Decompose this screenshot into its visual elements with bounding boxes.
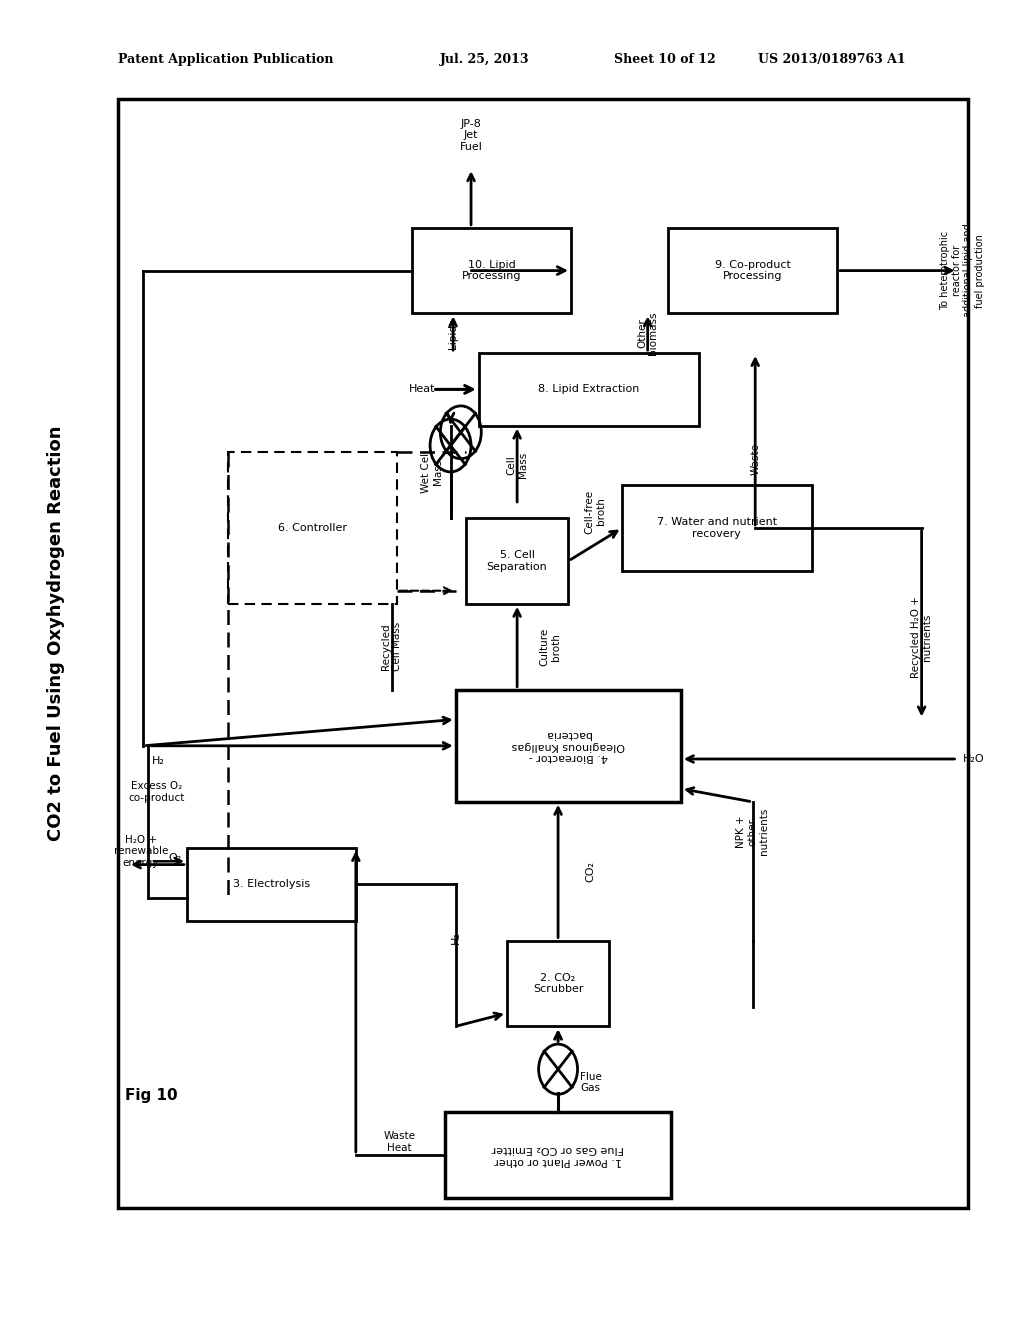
Bar: [227, 451, 396, 605]
Text: H₂: H₂: [153, 755, 165, 766]
Text: US 2013/0189763 A1: US 2013/0189763 A1: [758, 53, 905, 66]
Text: 5. Cell
Separation: 5. Cell Separation: [486, 550, 548, 572]
Text: 1. Power Plant or other
Flue Gas or CO₂ Emitter: 1. Power Plant or other Flue Gas or CO₂ …: [492, 1144, 625, 1166]
Text: H₂O: H₂O: [963, 754, 984, 764]
Text: Cell
Mass: Cell Mass: [506, 453, 528, 478]
Text: 2. CO₂
Scrubber: 2. CO₂ Scrubber: [532, 973, 584, 994]
Text: Cell-free
broth: Cell-free broth: [585, 490, 606, 533]
Bar: [507, 940, 609, 1027]
Text: Patent Application Publication: Patent Application Publication: [118, 53, 333, 66]
Bar: [466, 519, 568, 605]
Text: Recycled H₂O +
nutrients: Recycled H₂O + nutrients: [910, 595, 933, 678]
Bar: [186, 849, 356, 921]
Text: Fig 10: Fig 10: [125, 1088, 178, 1104]
Text: Excess O₂
co-product: Excess O₂ co-product: [128, 781, 184, 803]
Text: 6. Controller: 6. Controller: [278, 523, 347, 533]
Bar: [412, 227, 571, 313]
Text: Recycled
Cell Mass: Recycled Cell Mass: [381, 622, 402, 672]
Text: 8. Lipid Extraction: 8. Lipid Extraction: [539, 384, 639, 395]
Text: Heat: Heat: [410, 384, 435, 395]
Text: Lipids: Lipids: [449, 318, 458, 348]
Text: Sheet 10 of 12: Sheet 10 of 12: [614, 53, 716, 66]
Text: NPK +
other
nutrients: NPK + other nutrients: [736, 808, 769, 855]
Text: Waste: Waste: [751, 442, 760, 475]
Text: Flue
Gas: Flue Gas: [580, 1072, 602, 1093]
Bar: [622, 484, 811, 570]
Bar: [456, 689, 681, 801]
Text: 10. Lipid
Processing: 10. Lipid Processing: [462, 260, 521, 281]
Text: Jul. 25, 2013: Jul. 25, 2013: [440, 53, 529, 66]
Bar: [478, 354, 698, 425]
Text: Culture
broth: Culture broth: [539, 628, 561, 665]
Text: JP-8
Jet
Fuel: JP-8 Jet Fuel: [460, 119, 482, 152]
Text: O₂: O₂: [168, 853, 181, 863]
Text: 4. Bioreactor -
Oleaginous Knallgas
bacteria: 4. Bioreactor - Oleaginous Knallgas bact…: [512, 729, 625, 763]
Text: To heterotrophic
reactor for
additional lipid and
fuel production: To heterotrophic reactor for additional …: [940, 223, 985, 318]
Bar: [118, 99, 968, 1208]
Text: Other
biomass: Other biomass: [637, 312, 658, 355]
Text: 3. Electrolysis: 3. Electrolysis: [232, 879, 310, 890]
Text: CO2 to Fuel Using Oxyhydrogen Reaction: CO2 to Fuel Using Oxyhydrogen Reaction: [47, 426, 66, 841]
Text: 9. Co-product
Processing: 9. Co-product Processing: [715, 260, 791, 281]
Text: Wet Cell
Mass: Wet Cell Mass: [421, 450, 443, 494]
Bar: [668, 227, 838, 313]
Text: Waste
Heat: Waste Heat: [383, 1131, 416, 1152]
Text: H₂O +
renewable
energy: H₂O + renewable energy: [114, 834, 168, 869]
Text: 7. Water and nutrient
recovery: 7. Water and nutrient recovery: [656, 517, 777, 539]
Text: CO₂: CO₂: [586, 861, 596, 882]
Bar: [445, 1111, 671, 1199]
Text: H₂: H₂: [451, 931, 461, 944]
